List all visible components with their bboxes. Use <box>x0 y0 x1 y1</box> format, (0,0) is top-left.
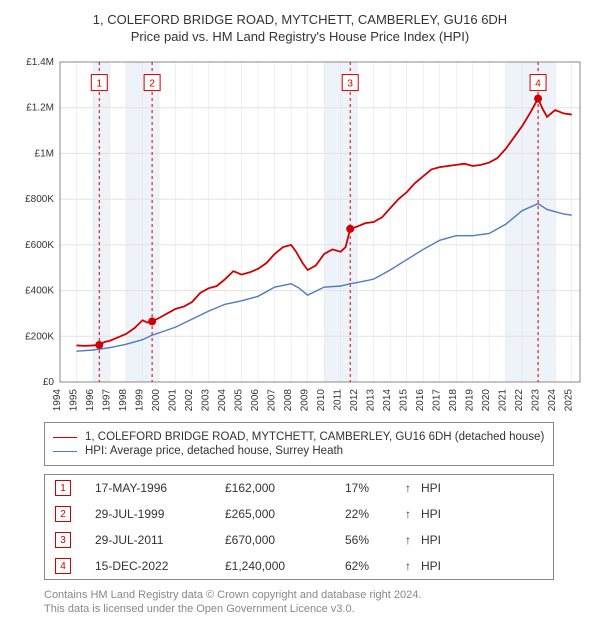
legend-label: 1, COLEFORD BRIDGE ROAD, MYTCHETT, CAMBE… <box>85 431 544 443</box>
svg-text:£1M: £1M <box>35 148 54 159</box>
svg-text:2025: 2025 <box>564 389 575 412</box>
svg-text:2000: 2000 <box>151 389 162 412</box>
svg-text:2019: 2019 <box>465 389 476 412</box>
svg-text:1996: 1996 <box>85 389 96 412</box>
svg-text:2: 2 <box>149 79 155 90</box>
svg-text:£1.2M: £1.2M <box>26 103 54 114</box>
legend-swatch <box>53 437 77 438</box>
svg-text:2004: 2004 <box>217 389 228 412</box>
svg-text:2017: 2017 <box>432 389 443 412</box>
footer-attribution: Contains HM Land Registry data © Crown c… <box>44 588 554 617</box>
chart-title-line2: Price paid vs. HM Land Registry's House … <box>10 29 590 44</box>
transaction-badge: 2 <box>55 506 71 522</box>
transaction-price: £670,000 <box>225 533 345 547</box>
legend-swatch <box>53 451 77 452</box>
svg-text:2007: 2007 <box>267 389 278 412</box>
svg-text:2001: 2001 <box>168 389 179 412</box>
transaction-hpi-label: HPI <box>421 507 543 521</box>
svg-text:2009: 2009 <box>300 389 311 412</box>
svg-text:2022: 2022 <box>514 389 525 412</box>
legend-box: 1, COLEFORD BRIDGE ROAD, MYTCHETT, CAMBE… <box>44 422 554 466</box>
chart-title-line1: 1, COLEFORD BRIDGE ROAD, MYTCHETT, CAMBE… <box>10 12 590 27</box>
svg-text:£1.4M: £1.4M <box>26 57 54 68</box>
svg-text:2006: 2006 <box>250 389 261 412</box>
transaction-pct: 22% <box>345 507 405 521</box>
transaction-pct: 62% <box>345 559 405 573</box>
svg-text:1999: 1999 <box>135 389 146 412</box>
transaction-date: 15-DEC-2022 <box>95 559 225 573</box>
svg-text:2014: 2014 <box>382 389 393 412</box>
svg-text:2002: 2002 <box>184 389 195 412</box>
legend-item: 1, COLEFORD BRIDGE ROAD, MYTCHETT, CAMBE… <box>53 431 545 443</box>
svg-text:2023: 2023 <box>531 389 542 412</box>
svg-text:2008: 2008 <box>283 389 294 412</box>
transaction-price: £265,000 <box>225 507 345 521</box>
transactions-table: 117-MAY-1996£162,00017%↑HPI229-JUL-1999£… <box>44 474 554 580</box>
arrow-up-icon: ↑ <box>405 481 421 495</box>
svg-text:2020: 2020 <box>481 389 492 412</box>
footer-line1: Contains HM Land Registry data © Crown c… <box>44 588 554 602</box>
svg-text:2011: 2011 <box>333 389 344 411</box>
svg-text:£400K: £400K <box>25 286 54 297</box>
svg-text:£200K: £200K <box>25 331 54 342</box>
chart-svg: £0 £200K £400K £600K £800K £1M £1.2M £1.4M 1994 1… <box>10 52 590 412</box>
transaction-hpi-label: HPI <box>421 533 543 547</box>
transaction-date: 29-JUL-1999 <box>95 507 225 521</box>
arrow-up-icon: ↑ <box>405 533 421 547</box>
svg-text:2021: 2021 <box>498 389 509 412</box>
transaction-hpi-label: HPI <box>421 481 543 495</box>
transaction-row: 4 15-DEC-2022£1,240,00062%↑HPI <box>45 553 553 579</box>
svg-text:2018: 2018 <box>448 389 459 412</box>
arrow-up-icon: ↑ <box>405 507 421 521</box>
legend-label: HPI: Average price, detached house, Surr… <box>85 445 343 457</box>
svg-text:1994: 1994 <box>52 389 63 412</box>
svg-text:£800K: £800K <box>25 194 54 205</box>
svg-text:2012: 2012 <box>349 389 360 412</box>
transaction-row: 3 29-JUL-2011£670,00056%↑HPI <box>45 527 553 553</box>
transaction-badge: 4 <box>55 558 71 574</box>
svg-text:2016: 2016 <box>415 389 426 412</box>
transaction-row: 2 29-JUL-1999£265,00022%↑HPI <box>45 501 553 527</box>
svg-text:2024: 2024 <box>547 389 558 412</box>
svg-text:2015: 2015 <box>399 389 410 412</box>
svg-text:3: 3 <box>347 79 353 90</box>
transaction-date: 17-MAY-1996 <box>95 481 225 495</box>
footer-line2: This data is licensed under the Open Gov… <box>44 602 554 616</box>
svg-text:2003: 2003 <box>201 389 212 412</box>
price-chart: £0 £200K £400K £600K £800K £1M £1.2M £1.4M 1994 1… <box>10 52 590 412</box>
svg-text:1997: 1997 <box>102 389 113 412</box>
transaction-row: 1 17-MAY-1996£162,00017%↑HPI <box>45 475 553 501</box>
transaction-price: £162,000 <box>225 481 345 495</box>
svg-text:1: 1 <box>97 79 103 90</box>
svg-text:2005: 2005 <box>234 389 245 412</box>
svg-text:4: 4 <box>535 79 541 90</box>
svg-text:1998: 1998 <box>118 389 129 412</box>
svg-text:1995: 1995 <box>69 389 80 412</box>
transaction-hpi-label: HPI <box>421 559 543 573</box>
legend-item: HPI: Average price, detached house, Surr… <box>53 445 545 457</box>
arrow-up-icon: ↑ <box>405 559 421 573</box>
transaction-pct: 17% <box>345 481 405 495</box>
transaction-badge: 3 <box>55 532 71 548</box>
transaction-pct: 56% <box>345 533 405 547</box>
svg-text:£0: £0 <box>43 377 55 388</box>
svg-text:£600K: £600K <box>25 240 54 251</box>
transaction-price: £1,240,000 <box>225 559 345 573</box>
transaction-date: 29-JUL-2011 <box>95 533 225 547</box>
svg-text:2010: 2010 <box>316 389 327 412</box>
transaction-badge: 1 <box>55 480 71 496</box>
svg-text:2013: 2013 <box>366 389 377 412</box>
